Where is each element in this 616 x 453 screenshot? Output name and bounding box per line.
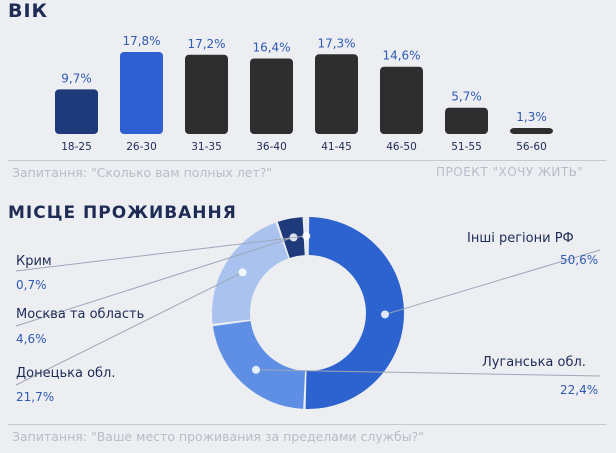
bar-value-label: 5,7% xyxy=(451,90,482,104)
value-crimea: 0,7% xyxy=(16,278,47,292)
bar-value-label: 17,2% xyxy=(187,37,225,51)
bar-category-label: 36-40 xyxy=(256,141,287,153)
bar-category-label: 41-45 xyxy=(321,141,352,153)
age-divider xyxy=(8,160,606,161)
label-luhansk: Луганська обл. xyxy=(482,355,586,370)
residence-chart-title: МІСЦЕ ПРОЖИВАННЯ xyxy=(8,203,237,223)
bar-56-60 xyxy=(510,128,553,134)
bar-36-40 xyxy=(250,58,293,134)
leader-dot-0 xyxy=(380,310,389,319)
bar-value-label: 17,8% xyxy=(122,34,160,48)
donut-slice-0 xyxy=(305,217,404,409)
bar-value-label: 14,6% xyxy=(382,49,420,63)
age-chart-title: ВІК xyxy=(8,0,49,22)
bar-category-label: 56-60 xyxy=(516,141,547,153)
value-luhansk: 22,4% xyxy=(560,383,599,397)
bar-category-label: 26-30 xyxy=(126,141,157,153)
bar-value-label: 17,3% xyxy=(317,36,355,50)
age-bar-chart: 9,7% 18-25 17,8% 26-30 17,2% 31-35 16,4% 36-40 1… xyxy=(55,34,553,153)
bar-value-label: 9,7% xyxy=(61,71,92,85)
value-other-regions: 50,6% xyxy=(560,253,599,267)
bar-value-label: 1,3% xyxy=(516,110,547,124)
bar-41-45 xyxy=(315,54,358,134)
bar-category-label: 46-50 xyxy=(386,141,417,153)
value-donetsk: 21,7% xyxy=(16,390,55,404)
bar-category-label: 18-25 xyxy=(61,141,92,153)
residence-divider xyxy=(8,424,606,425)
donut-slice-2 xyxy=(212,222,289,324)
residence-donut-chart xyxy=(15,217,601,409)
leader-dot-1 xyxy=(251,365,260,374)
bar-category-label: 51-55 xyxy=(451,141,482,153)
label-donetsk: Донецька обл. xyxy=(16,366,116,381)
bar-26-30 xyxy=(120,52,163,134)
leader-line-3 xyxy=(15,236,294,327)
project-label: ПРОЕКТ "ХОЧУ ЖИТЬ" xyxy=(436,165,584,179)
leader-line-1 xyxy=(255,369,601,377)
bar-51-55 xyxy=(445,107,488,134)
bar-18-25 xyxy=(55,89,98,134)
residence-question-footnote: Запитання: "Ваше место проживания за пре… xyxy=(12,429,424,444)
leader-line-4 xyxy=(15,235,307,272)
leader-dot-2 xyxy=(238,268,247,277)
bar-category-label: 31-35 xyxy=(191,141,222,153)
label-other-regions: Інші регіони РФ xyxy=(467,231,574,246)
bar-46-50 xyxy=(380,66,423,134)
bar-value-label: 16,4% xyxy=(252,40,290,54)
label-moscow: Москва та область xyxy=(16,307,145,322)
leader-line-2 xyxy=(15,271,243,386)
leader-line-0 xyxy=(384,249,601,315)
donut-slice-1 xyxy=(212,320,306,409)
leader-dot-4 xyxy=(302,232,311,241)
age-question-footnote: Запитання: "Сколько вам полных лет?" xyxy=(12,165,273,180)
label-crimea: Крим xyxy=(16,254,52,269)
bar-31-35 xyxy=(185,54,228,134)
value-moscow: 4,6% xyxy=(16,332,47,346)
